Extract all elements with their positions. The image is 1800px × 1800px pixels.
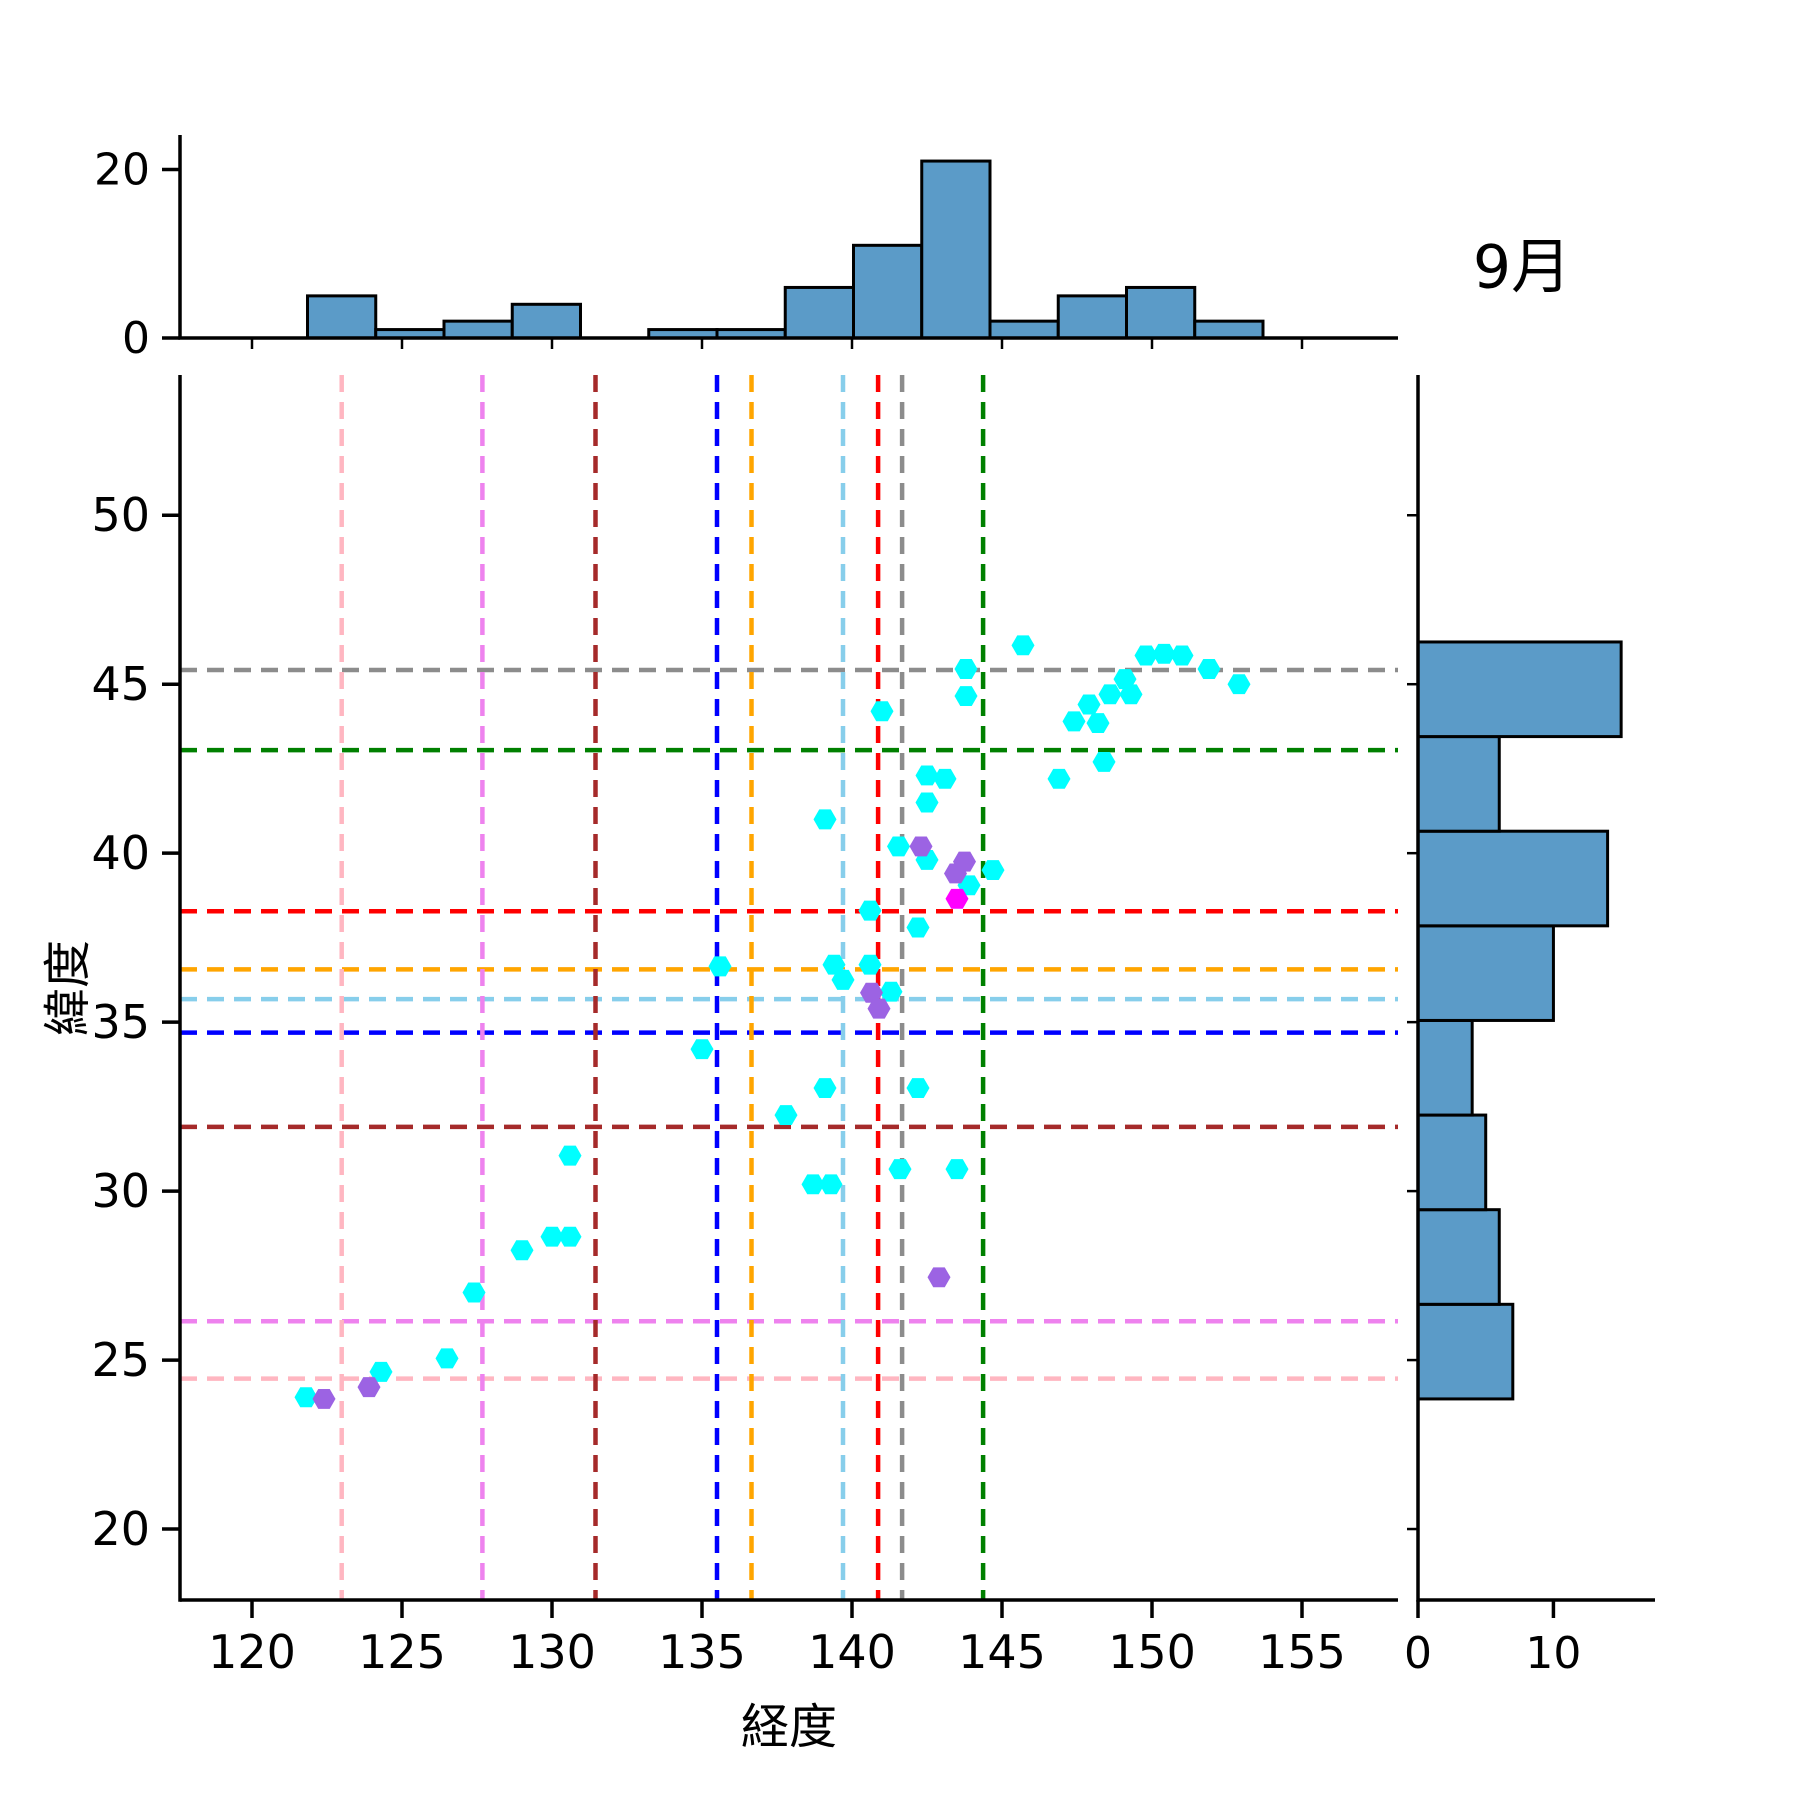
x-axis-label: 経度 — [740, 1699, 838, 1755]
scatter-point-purple-points — [927, 1267, 951, 1288]
scatter-point-cyan-track-points — [708, 956, 732, 977]
scatter-point-cyan-track-points — [906, 917, 930, 938]
figure-title: 9月 — [1472, 232, 1572, 303]
right-histogram-bar — [1416, 1018, 1474, 1117]
scatter-point-cyan-track-points — [954, 686, 978, 706]
scatter-point-cyan-track-points — [1047, 768, 1071, 789]
scatter-point-cyan-track-points — [1119, 684, 1143, 705]
scatter-point-purple-points — [944, 863, 967, 884]
scatter-point-cyan-track-points — [888, 1159, 912, 1180]
scatter-point-cyan-track-points — [1098, 684, 1122, 705]
scatter-point-cyan-track-points — [1170, 645, 1194, 666]
top-histogram-bar — [920, 159, 992, 340]
main-y-tick-label: 30 — [91, 1164, 150, 1218]
scatter-point-cyan-track-points — [558, 1226, 582, 1247]
right-histogram-bar — [1416, 735, 1501, 833]
top-histogram-bar — [510, 302, 582, 340]
scatter-point-cyan-track-points — [369, 1361, 393, 1382]
scatter-point-cyan-track-points — [774, 1105, 798, 1126]
scatter-point-purple-points — [312, 1388, 336, 1409]
scatter-point-cyan-track-points — [887, 836, 910, 857]
main-y-tick-label: 25 — [91, 1333, 150, 1387]
scatter-point-cyan-track-points — [294, 1387, 318, 1408]
scatter-point-cyan-track-points — [915, 792, 939, 813]
top-histogram-bar — [1056, 294, 1128, 340]
scatter-point-cyan-track-points — [1227, 674, 1251, 695]
scatter-point-cyan-track-points — [870, 701, 894, 722]
scatter-point-cyan-track-points — [1077, 694, 1101, 715]
y-axis-label: 緯度 — [40, 939, 96, 1037]
scatter-point-cyan-track-points — [858, 900, 882, 921]
top-histogram-bar — [1125, 285, 1197, 340]
scatter-point-purple-points — [867, 998, 891, 1019]
scatter-point-cyan-track-points — [510, 1240, 534, 1261]
right-histogram-bar — [1416, 640, 1623, 739]
scatter-point-cyan-track-points — [831, 969, 855, 990]
scatter-point-cyan-track-points — [540, 1226, 564, 1247]
scatter-point-cyan-track-points — [822, 954, 846, 975]
scatter-point-cyan-track-points — [813, 809, 837, 830]
scatter-point-cyan-track-points — [933, 768, 957, 789]
main-y-tick-label: 45 — [91, 657, 150, 711]
scatter-point-cyan-track-points — [879, 981, 903, 1002]
top-histogram-bar — [1193, 319, 1265, 340]
scatter-point-cyan-track-points — [462, 1282, 486, 1303]
top-hist-y-tick-label: 0 — [122, 313, 150, 364]
scatter-point-cyan-track-points — [819, 1174, 843, 1195]
scatter-point-cyan-track-points — [1113, 669, 1137, 690]
right-hist-x-tick-label: 0 — [1404, 1628, 1432, 1679]
top-hist-y-tick-label: 20 — [94, 144, 150, 195]
scatter-point-cyan-track-points — [801, 1174, 825, 1195]
scatter-point-cyan-track-points — [858, 954, 882, 975]
scatter-point-cyan-track-points — [1092, 751, 1116, 772]
right-histogram-bar — [1416, 1208, 1501, 1306]
right-hist-x-tick-label: 10 — [1525, 1628, 1581, 1679]
main-y-tick-label: 50 — [91, 488, 150, 542]
main-x-tick-label: 135 — [658, 1625, 746, 1679]
right-histogram-bar — [1416, 1302, 1515, 1401]
main-x-tick-label: 140 — [808, 1625, 896, 1679]
scatter-point-cyan-track-points — [1062, 711, 1086, 732]
main-x-tick-label: 125 — [358, 1625, 446, 1679]
scatter-point-cyan-track-points — [558, 1145, 582, 1166]
scatter-point-cyan-track-points — [945, 1159, 969, 1180]
top-histogram-bar — [783, 285, 855, 340]
main-y-tick-label: 40 — [91, 826, 150, 880]
scatter-point-magenta-point — [945, 888, 969, 909]
main-x-tick-label: 145 — [958, 1625, 1046, 1679]
main-x-tick-label: 130 — [508, 1625, 596, 1679]
scatter-point-cyan-track-points — [690, 1039, 714, 1060]
main-y-tick-label: 35 — [91, 995, 150, 1049]
scatter-point-cyan-track-points — [435, 1348, 459, 1369]
top-histogram-bar — [852, 243, 924, 340]
right-histogram-bar — [1416, 1113, 1488, 1212]
top-histogram-bar — [988, 319, 1060, 340]
scatter-point-cyan-track-points — [1197, 659, 1221, 679]
top-histogram-bar — [306, 294, 378, 340]
main-x-tick-label: 155 — [1258, 1625, 1346, 1679]
scatter-point-cyan-track-points — [906, 1078, 930, 1098]
top-histogram-bar — [442, 319, 514, 340]
scatter-point-cyan-track-points — [981, 860, 1005, 881]
main-x-tick-label: 150 — [1108, 1625, 1196, 1679]
main-x-tick-label: 120 — [208, 1625, 296, 1679]
scatter-point-cyan-track-points — [915, 765, 939, 786]
scatter-point-cyan-track-points — [1134, 645, 1158, 666]
scatter-point-cyan-track-points — [1011, 635, 1035, 656]
right-histogram-bar — [1416, 924, 1555, 1022]
scatter-point-cyan-track-points — [1086, 713, 1110, 734]
scatter-point-cyan-track-points — [954, 659, 978, 679]
scatter-point-purple-points — [357, 1377, 381, 1398]
scatter-point-cyan-track-points — [813, 1078, 837, 1098]
right-histogram-bar — [1416, 829, 1610, 928]
scatter-point-purple-points — [860, 982, 883, 1003]
main-y-tick-label: 20 — [91, 1502, 150, 1556]
scatter-point-purple-points — [909, 836, 933, 857]
scatter-point-cyan-track-points — [1152, 643, 1176, 664]
